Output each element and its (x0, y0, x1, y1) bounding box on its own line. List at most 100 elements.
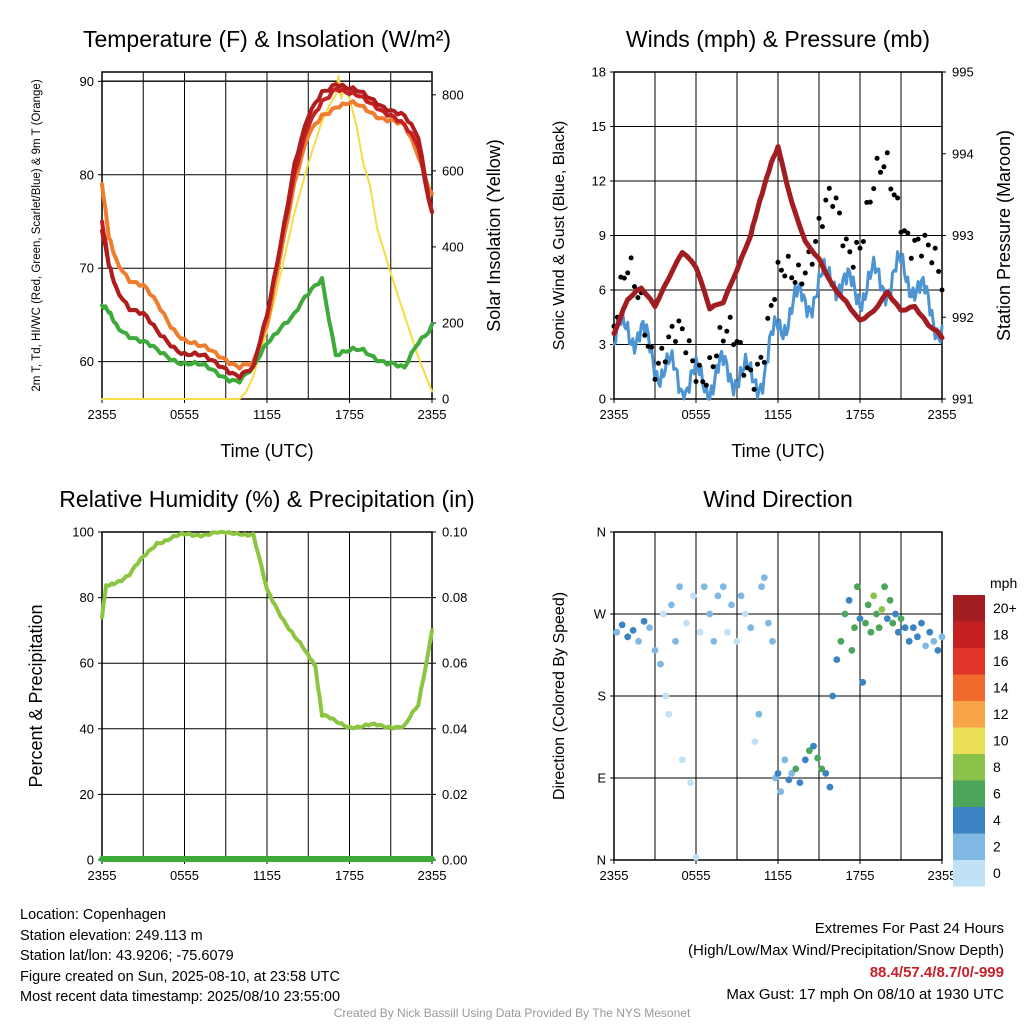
recent-text: Most recent data timestamp: 2025/08/10 2… (20, 989, 341, 1005)
wind-direction-point (909, 624, 917, 632)
chart-title: Temperature (F) & Insolation (W/m²) (83, 26, 451, 52)
gust-point (772, 297, 778, 302)
gust-point (871, 186, 877, 192)
series-line-rh (100, 530, 434, 731)
y2-tick-label: 600 (442, 163, 464, 178)
elevation-text: Station elevation: 249.113 m (20, 927, 203, 944)
gust-point (854, 239, 860, 245)
wind-direction-point (758, 583, 765, 591)
gust-point (635, 295, 641, 301)
legend-label: 8 (993, 759, 1001, 775)
gust-point (666, 334, 672, 340)
y2-axis-label: Solar Insolation (Yellow) (484, 139, 504, 331)
extremes-values: 88.4/57.4/8.7/0/-999 (869, 964, 1004, 981)
gust-point (881, 164, 887, 170)
wind-direction-point (883, 615, 891, 622)
wind-direction-point (710, 637, 718, 645)
gust-point (655, 360, 661, 366)
x-tick-label: 1155 (764, 407, 792, 422)
gust-point (867, 199, 873, 205)
x-tick-label: 1155 (253, 407, 281, 422)
y-tick-label: 15 (592, 119, 606, 134)
wind-direction-point (901, 624, 909, 632)
gust-point (796, 262, 801, 268)
gust-point (830, 204, 836, 209)
y-tick-label: 6 (599, 283, 606, 298)
extremes-desc: (High/Low/Max Wind/Precipitation/Snow De… (688, 942, 1004, 959)
wind-direction-point (665, 710, 673, 718)
y-tick-label: S (597, 689, 606, 704)
wind-direction-point (829, 692, 837, 700)
wind-direction-point (938, 633, 946, 641)
wind-direction-point (668, 601, 675, 609)
wind-direction-point (822, 770, 830, 777)
x-tick-label: 2355 (418, 407, 447, 422)
gust-point (758, 354, 764, 360)
gust-point (891, 192, 897, 198)
wind-direction-point (889, 619, 897, 627)
gust-point (727, 314, 733, 320)
wind-direction-point (657, 660, 664, 668)
legend-swatch (953, 780, 985, 807)
y-tick-label: 12 (592, 174, 606, 189)
legend-swatch (953, 807, 985, 834)
x-tick-label: 2355 (88, 407, 117, 422)
y-tick-label: 18 (592, 65, 606, 80)
x-tick-label: 1155 (253, 868, 281, 883)
series-line-hi-wc (100, 82, 434, 380)
wind-direction-point (792, 765, 800, 773)
gust-point (789, 275, 795, 281)
wind-direction-point (785, 776, 793, 784)
x-tick-label: 1755 (846, 407, 875, 422)
wind-direction-point (856, 615, 864, 622)
wind-direction-point (706, 610, 714, 618)
y2-tick-label: 0.00 (442, 853, 467, 868)
gust-point (850, 264, 856, 270)
wind-direction-point (700, 583, 708, 591)
x-tick-label: 2355 (88, 868, 117, 883)
y2-axis-label: Station Pressure (Maroon) (994, 130, 1014, 341)
gust-point (714, 353, 719, 359)
gust-point (710, 364, 716, 370)
wind-direction-point (640, 617, 648, 625)
gust-point (782, 273, 788, 279)
gust-point (792, 280, 798, 285)
wind-direction-point (894, 628, 902, 636)
gust-point (686, 338, 692, 344)
legend-label: 4 (993, 812, 1001, 828)
wind-direction-point (696, 628, 704, 636)
y-tick-label: W (594, 607, 607, 622)
wind-direction-point (737, 592, 745, 600)
wind-direction-point (733, 637, 741, 645)
gust-point (731, 342, 737, 348)
gust-point (755, 361, 760, 367)
gust-point (696, 362, 702, 368)
y-tick-label: N (597, 853, 606, 868)
y-tick-label: 100 (72, 525, 94, 540)
wind-direction-point (875, 624, 883, 632)
legend-swatch (953, 727, 985, 754)
gust-point (741, 372, 747, 378)
y-tick-label: N (597, 525, 606, 540)
gust-point (679, 326, 685, 332)
wind-direction-point (689, 592, 697, 600)
legend-title: mph (990, 575, 1017, 591)
y-tick-label: 0 (87, 853, 94, 868)
x-tick-label: 0555 (170, 407, 199, 422)
y2-tick-label: 0.04 (442, 721, 467, 736)
wind-direction-point (687, 779, 694, 786)
gust-point (860, 239, 866, 244)
wind-direction-point (810, 742, 817, 750)
gust-point (652, 376, 658, 382)
wind-direction-point (651, 647, 659, 654)
wind-direction-point (765, 619, 772, 627)
y-tick-label: 0 (599, 392, 606, 407)
gust-point (673, 339, 678, 344)
legend-label: 10 (993, 733, 1009, 749)
gust-point (683, 350, 689, 356)
wind-direction-point (672, 637, 679, 645)
gust-point (785, 253, 791, 259)
gust-point (703, 382, 709, 388)
wind-direction-point (922, 642, 929, 650)
y-tick-label: 90 (80, 74, 94, 89)
